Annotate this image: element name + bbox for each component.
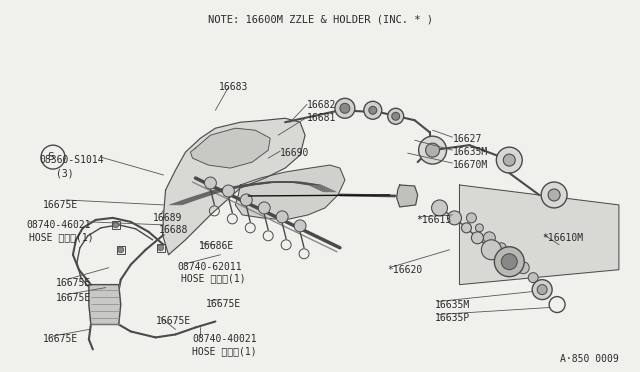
Text: HOSE ホース(1): HOSE ホース(1) <box>193 346 257 356</box>
Text: 16681: 16681 <box>307 113 337 123</box>
Circle shape <box>517 262 529 274</box>
Text: 08360-S1014: 08360-S1014 <box>39 155 104 165</box>
Polygon shape <box>191 128 270 168</box>
Bar <box>112 221 120 229</box>
Circle shape <box>476 224 483 232</box>
Circle shape <box>426 143 440 157</box>
Circle shape <box>497 252 512 268</box>
Circle shape <box>392 112 400 120</box>
Circle shape <box>258 202 270 214</box>
Circle shape <box>240 194 252 206</box>
Circle shape <box>294 220 306 232</box>
Polygon shape <box>397 185 418 207</box>
Text: (3): (3) <box>56 168 74 178</box>
Circle shape <box>483 232 495 244</box>
Text: 16635M: 16635M <box>452 147 488 157</box>
Circle shape <box>548 189 560 201</box>
Circle shape <box>447 211 461 225</box>
Circle shape <box>541 182 567 208</box>
Circle shape <box>335 98 355 118</box>
Text: 08740-62011: 08740-62011 <box>177 262 242 272</box>
Text: 16635P: 16635P <box>435 312 470 323</box>
Circle shape <box>431 200 447 216</box>
Circle shape <box>388 108 404 124</box>
Text: 16682: 16682 <box>307 100 337 110</box>
Circle shape <box>157 245 164 251</box>
Text: 16675E: 16675E <box>43 334 78 344</box>
Text: 16688: 16688 <box>159 225 188 235</box>
Circle shape <box>494 247 524 277</box>
Circle shape <box>222 185 234 197</box>
Text: 16675E: 16675E <box>56 278 92 288</box>
Text: 08740-40021: 08740-40021 <box>193 334 257 344</box>
Polygon shape <box>460 185 619 285</box>
Circle shape <box>340 103 350 113</box>
Circle shape <box>113 222 119 228</box>
Circle shape <box>118 247 124 253</box>
Bar <box>157 244 164 252</box>
Circle shape <box>369 106 377 114</box>
Text: 16627: 16627 <box>452 134 482 144</box>
Polygon shape <box>89 285 121 324</box>
Circle shape <box>467 213 476 223</box>
Circle shape <box>506 250 521 266</box>
Circle shape <box>501 254 517 270</box>
Circle shape <box>276 211 288 223</box>
Circle shape <box>537 285 547 295</box>
Text: 16689: 16689 <box>152 213 182 223</box>
Text: 16675E: 16675E <box>56 293 92 302</box>
Text: 16686E: 16686E <box>198 241 234 251</box>
Circle shape <box>419 136 447 164</box>
Circle shape <box>532 280 552 299</box>
Text: *16613: *16613 <box>417 215 452 225</box>
Polygon shape <box>236 165 345 220</box>
Text: 16675E: 16675E <box>205 299 241 309</box>
Text: 08740-46021: 08740-46021 <box>26 220 91 230</box>
Circle shape <box>528 273 538 283</box>
Text: *16620: *16620 <box>388 265 423 275</box>
Text: A·850 0009: A·850 0009 <box>560 355 619 364</box>
Circle shape <box>461 223 472 233</box>
Text: 16675E: 16675E <box>43 200 78 210</box>
Text: 16635M: 16635M <box>435 299 470 310</box>
Circle shape <box>364 101 382 119</box>
Text: HOSE ホース(1): HOSE ホース(1) <box>180 274 245 284</box>
Text: 16683: 16683 <box>218 82 248 92</box>
Text: 16670M: 16670M <box>452 160 488 170</box>
Text: 16675E: 16675E <box>156 315 191 326</box>
Circle shape <box>481 240 501 260</box>
Text: S: S <box>47 152 54 162</box>
Circle shape <box>204 177 216 189</box>
Text: NOTE: 16600M ZZLE & HOLDER (INC. * ): NOTE: 16600M ZZLE & HOLDER (INC. * ) <box>207 15 433 25</box>
Text: HOSE ホース(1): HOSE ホース(1) <box>29 232 93 242</box>
Circle shape <box>497 243 506 253</box>
Text: 16690: 16690 <box>280 148 310 158</box>
Polygon shape <box>163 118 305 255</box>
Text: *16610M: *16610M <box>542 233 583 243</box>
Circle shape <box>497 147 522 173</box>
Circle shape <box>503 154 515 166</box>
Bar <box>116 246 125 254</box>
Circle shape <box>472 232 483 244</box>
